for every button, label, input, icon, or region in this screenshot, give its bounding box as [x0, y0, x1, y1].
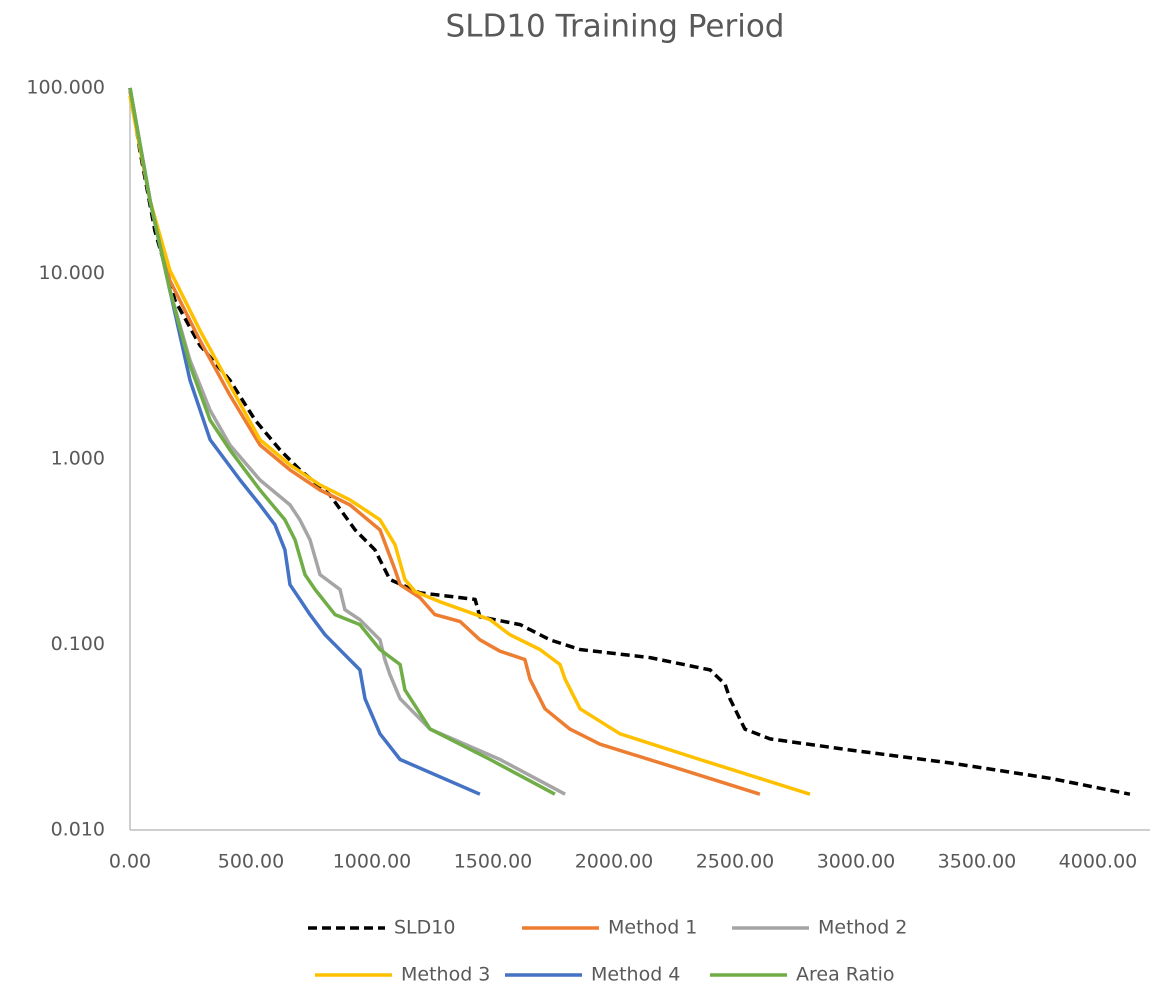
x-tick-label: 500.00	[218, 851, 284, 873]
y-tick-label: 100.000	[26, 77, 105, 99]
legend-label: Method 3	[401, 964, 490, 986]
x-tick-label: 0.00	[109, 851, 151, 873]
series-line	[128, 87, 1131, 796]
x-tick-label: 2000.00	[575, 851, 654, 873]
chart-title: SLD10 Training Period	[446, 9, 785, 45]
y-tick-label: 10.000	[39, 262, 105, 284]
x-tick-label: 1500.00	[454, 851, 533, 873]
series-line	[128, 87, 481, 796]
y-tick-label: 0.010	[51, 819, 105, 841]
x-tick-label: 4000.00	[1059, 851, 1138, 873]
y-tick-label: 1.000	[51, 448, 105, 470]
x-tick-label: 2500.00	[696, 851, 775, 873]
series-line	[128, 90, 761, 796]
legend-label: Area Ratio	[796, 964, 895, 986]
series-line	[128, 87, 566, 796]
legend-label: Method 4	[591, 964, 680, 986]
x-tick-label: 3000.00	[817, 851, 896, 873]
legend-label: Method 2	[818, 917, 907, 939]
legend-label: Method 1	[608, 917, 697, 939]
y-tick-label: 0.100	[51, 633, 105, 655]
series-line	[128, 95, 811, 796]
legend-label: SLD10	[394, 917, 455, 939]
x-tick-label: 1000.00	[333, 851, 412, 873]
series-line	[128, 87, 556, 796]
x-tick-label: 3500.00	[938, 851, 1017, 873]
